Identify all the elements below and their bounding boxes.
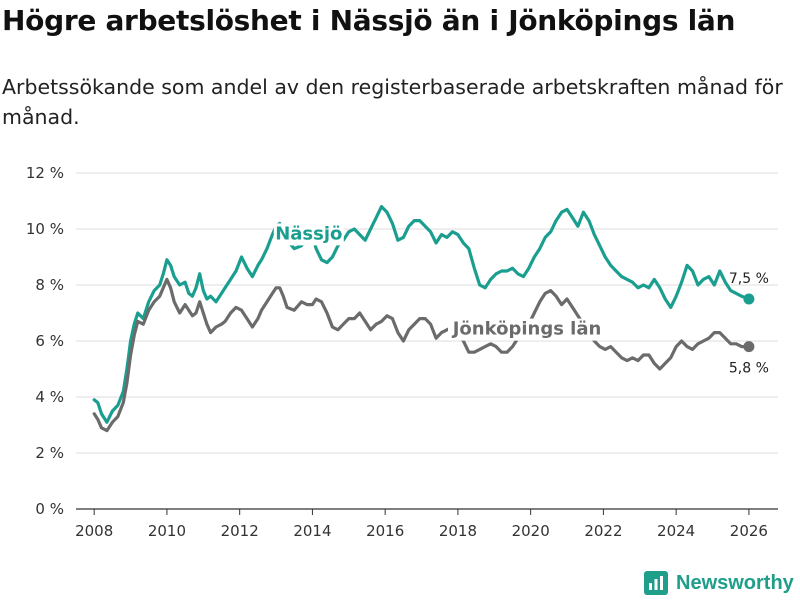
x-tick-label: 2024 bbox=[657, 522, 695, 540]
chart-title: Högre arbetslöshet i Nässjö än i Jönköpi… bbox=[2, 4, 736, 37]
series-label-background bbox=[448, 318, 607, 341]
series-line-jonkopings-lan bbox=[92, 277, 751, 433]
series-line-nassjo bbox=[92, 205, 751, 424]
y-tick-label: 6 % bbox=[35, 332, 64, 350]
newsworthy-logo-icon bbox=[644, 571, 668, 595]
series-end-point bbox=[743, 341, 755, 353]
y-tick-label: 4 % bbox=[35, 388, 64, 406]
x-tick-label: 2012 bbox=[221, 522, 259, 540]
brand-footer: Newsworthy bbox=[644, 570, 794, 596]
series-label-jonkopings-lan: Jönköpings län bbox=[451, 319, 602, 340]
series-end-label: 7,5 % bbox=[729, 271, 769, 287]
y-tick-label: 10 % bbox=[26, 220, 64, 238]
series-label-nassjo: Nässjö bbox=[275, 223, 342, 244]
series-labels: Nässjö 7,5 % Jönköpings län 5,8 % bbox=[273, 223, 769, 377]
x-tick-label: 2026 bbox=[730, 522, 768, 540]
x-tick-label: 2008 bbox=[75, 522, 113, 540]
x-tick-label: 2018 bbox=[439, 522, 477, 540]
series-end-label: 5,8 % bbox=[729, 361, 769, 377]
x-tick-label: 2020 bbox=[512, 522, 550, 540]
y-tick-label: 12 % bbox=[26, 164, 64, 182]
gridlines bbox=[76, 172, 778, 510]
y-tick-label: 0 % bbox=[35, 500, 64, 518]
x-tick-label: 2022 bbox=[584, 522, 622, 540]
y-tick-label: 8 % bbox=[35, 276, 64, 294]
series-label-background bbox=[273, 223, 344, 246]
x-axis: 2008 2010 2012 2014 2016 2018 2020 2022 2024 2026 bbox=[75, 509, 768, 540]
y-axis-ticks: 0 % 2 % 4 % 6 % 8 % 10 % 12 % bbox=[26, 164, 64, 518]
brand-name: Newsworthy bbox=[676, 571, 794, 594]
chart-subtitle: Arbetssökande som andel av den registerb… bbox=[2, 75, 783, 129]
series-lines bbox=[92, 205, 751, 433]
series-end-point bbox=[743, 293, 755, 305]
x-tick-label: 2014 bbox=[293, 522, 331, 540]
x-tick-label: 2016 bbox=[366, 522, 404, 540]
y-tick-label: 2 % bbox=[35, 444, 64, 462]
x-tick-label: 2010 bbox=[148, 522, 186, 540]
line-chart: 0 % 2 % 4 % 6 % 8 % 10 % 12 % 2008 2010 2012 2014… bbox=[26, 164, 778, 540]
